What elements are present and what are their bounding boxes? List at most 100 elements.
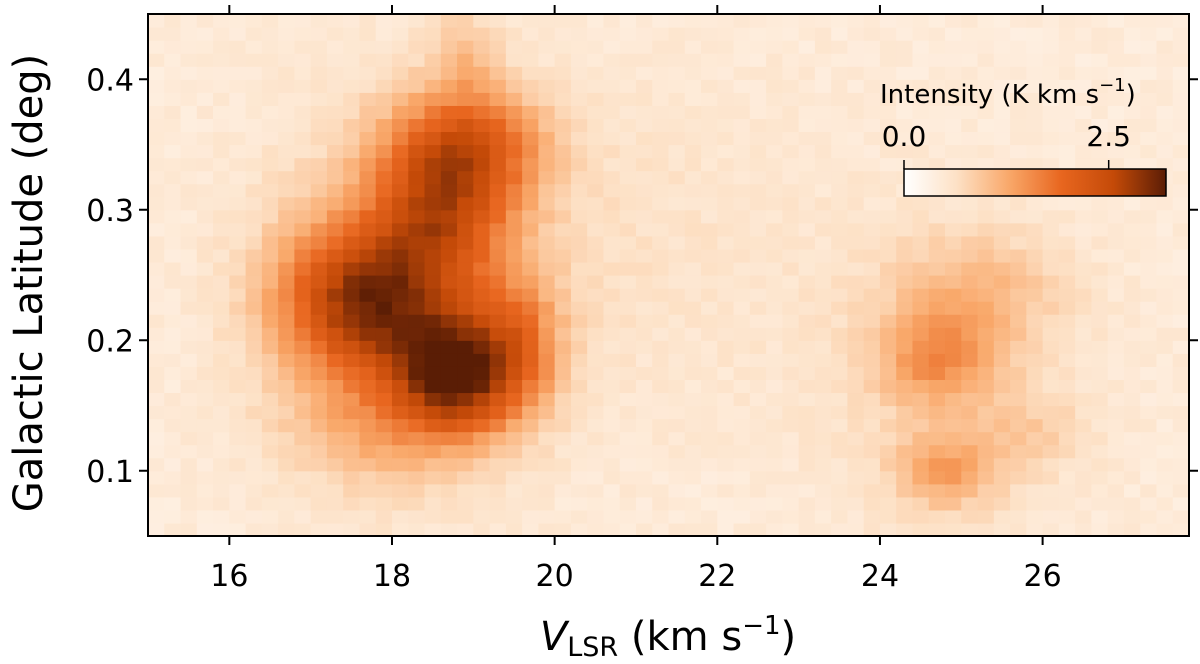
heatmap-cell bbox=[798, 196, 816, 211]
heatmap-cell bbox=[294, 131, 312, 146]
heatmap-cell bbox=[684, 27, 702, 41]
heatmap-cell bbox=[1156, 340, 1174, 354]
heatmap-cell bbox=[408, 27, 426, 41]
heatmap-cell bbox=[261, 248, 279, 263]
heatmap-cell bbox=[635, 79, 653, 93]
heatmap-cell bbox=[245, 392, 263, 407]
heatmap-cell bbox=[310, 105, 328, 119]
heatmap-cell bbox=[522, 40, 539, 54]
heatmap-cell bbox=[343, 118, 361, 133]
heatmap-cell bbox=[148, 144, 165, 159]
heatmap-cell bbox=[440, 288, 458, 302]
heatmap-cell bbox=[213, 261, 230, 276]
x-tick-label: 26 bbox=[1024, 559, 1062, 594]
heatmap-cell bbox=[310, 392, 328, 407]
heatmap-cell bbox=[863, 418, 881, 433]
heatmap-cell bbox=[1058, 392, 1076, 407]
heatmap-cell bbox=[343, 340, 361, 354]
heatmap-cell bbox=[847, 222, 865, 237]
heatmap-cell bbox=[652, 509, 670, 524]
heatmap-cell bbox=[619, 66, 637, 80]
heatmap-cell bbox=[1140, 222, 1158, 237]
heatmap-cell bbox=[993, 261, 1011, 276]
heatmap-cell bbox=[213, 470, 230, 485]
heatmap-cell bbox=[261, 353, 279, 367]
heatmap-cell bbox=[993, 522, 1011, 537]
heatmap-cell bbox=[961, 261, 979, 276]
heatmap-cell bbox=[831, 457, 849, 472]
heatmap-cell bbox=[1123, 248, 1141, 263]
heatmap-cell bbox=[1042, 418, 1060, 433]
heatmap-cell bbox=[489, 196, 507, 211]
heatmap-cell bbox=[879, 170, 897, 185]
heatmap-cell bbox=[701, 405, 718, 420]
heatmap-cell bbox=[668, 366, 686, 380]
heatmap-cell bbox=[587, 144, 605, 159]
heatmap-cell bbox=[473, 483, 491, 498]
heatmap-cell bbox=[424, 483, 442, 498]
heatmap-cell bbox=[896, 144, 914, 159]
heatmap-cell bbox=[928, 509, 946, 524]
heatmap-cell bbox=[1172, 314, 1190, 328]
heatmap-cell bbox=[668, 209, 686, 224]
heatmap-cell bbox=[196, 261, 214, 276]
heatmap-cell bbox=[180, 444, 198, 459]
heatmap-cell bbox=[863, 275, 881, 289]
heatmap-cell bbox=[1058, 40, 1076, 54]
heatmap-cell bbox=[1091, 444, 1109, 459]
heatmap-cell bbox=[148, 301, 165, 315]
heatmap-cell bbox=[635, 392, 653, 407]
heatmap-cell bbox=[554, 235, 572, 250]
heatmap-cell bbox=[782, 183, 800, 198]
heatmap-cell bbox=[505, 183, 523, 198]
heatmap-cell bbox=[1075, 144, 1093, 159]
heatmap-cell bbox=[993, 144, 1011, 159]
heatmap-cell bbox=[717, 118, 735, 133]
heatmap-cell bbox=[229, 79, 247, 93]
heatmap-cell bbox=[359, 157, 377, 172]
heatmap-cell bbox=[196, 314, 214, 328]
heatmap-cell bbox=[635, 248, 653, 263]
heatmap-cell bbox=[310, 235, 328, 250]
heatmap-cell bbox=[164, 418, 182, 433]
heatmap-cell bbox=[652, 418, 670, 433]
heatmap-cell bbox=[1075, 248, 1093, 263]
heatmap-cell bbox=[798, 157, 816, 172]
heatmap-cell bbox=[684, 66, 702, 80]
heatmap-cell bbox=[261, 92, 279, 106]
heatmap-cell bbox=[294, 40, 312, 54]
heatmap-cell bbox=[684, 379, 702, 394]
heatmap-cell bbox=[213, 509, 230, 524]
heatmap-cell bbox=[294, 66, 312, 80]
heatmap-cell bbox=[652, 261, 670, 276]
heatmap-cell bbox=[1123, 353, 1141, 367]
heatmap-cell bbox=[684, 183, 702, 198]
heatmap-cell bbox=[961, 118, 979, 133]
heatmap-cell bbox=[896, 118, 914, 133]
heatmap-cell bbox=[1010, 209, 1027, 224]
heatmap-cell bbox=[896, 327, 914, 341]
heatmap-cell bbox=[701, 248, 718, 263]
heatmap-cell bbox=[977, 366, 995, 380]
heatmap-cell bbox=[310, 183, 328, 198]
heatmap-cell bbox=[440, 92, 458, 106]
heatmap-cell bbox=[847, 288, 865, 302]
heatmap-cell bbox=[375, 27, 393, 41]
heatmap-cell bbox=[505, 157, 523, 172]
heatmap-cell bbox=[635, 522, 653, 537]
heatmap-cell bbox=[717, 457, 735, 472]
heatmap-cell bbox=[164, 431, 182, 446]
heatmap-cell bbox=[863, 157, 881, 172]
heatmap-cell bbox=[912, 209, 930, 224]
heatmap-cell bbox=[359, 222, 377, 237]
heatmap-cell bbox=[391, 79, 409, 93]
heatmap-cell bbox=[749, 170, 767, 185]
heatmap-cell bbox=[148, 79, 165, 93]
heatmap-cell bbox=[310, 131, 328, 146]
heatmap-cell bbox=[733, 522, 751, 537]
heatmap-cell bbox=[1107, 144, 1125, 159]
heatmap-cell bbox=[733, 457, 751, 472]
heatmap-cell bbox=[554, 379, 572, 394]
heatmap-cell bbox=[457, 457, 474, 472]
heatmap-cell bbox=[635, 14, 653, 28]
